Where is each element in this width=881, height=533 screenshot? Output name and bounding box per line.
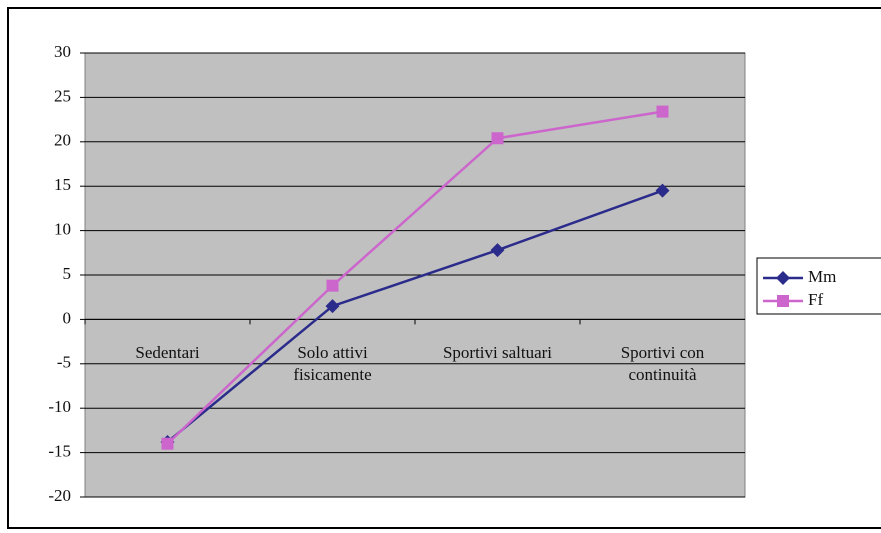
x-tick-label: Sedentari	[135, 343, 200, 363]
y-tick-label: 0	[63, 308, 72, 327]
legend-label: Mm	[808, 267, 836, 286]
x-tick-label: Sportivi saltuari	[442, 343, 553, 363]
point	[655, 183, 670, 198]
y-tick-label: 25	[54, 86, 71, 105]
x-tick-label: Solo attivi fisicamente	[293, 343, 372, 385]
y-tick-label: 20	[54, 131, 71, 150]
y-tick-label: 15	[54, 175, 71, 194]
y-tick-label: 5	[63, 264, 72, 283]
legend-marker	[777, 295, 789, 307]
legend-marker	[776, 271, 790, 285]
y-tick-label: -10	[48, 397, 71, 416]
point	[325, 299, 340, 314]
legend-label: Ff	[808, 290, 823, 309]
point	[161, 437, 174, 450]
point	[490, 243, 505, 258]
point	[326, 279, 339, 292]
y-tick-label: 30	[54, 42, 71, 61]
point	[656, 105, 669, 118]
point	[491, 132, 504, 145]
y-tick-label: -15	[48, 442, 71, 461]
series-line	[166, 189, 663, 443]
y-tick-label: -5	[57, 353, 71, 372]
y-tick-label: -20	[48, 486, 71, 505]
y-tick-label: 10	[54, 220, 71, 239]
x-tick-label: Sportivi con continuità	[620, 343, 705, 385]
series-line	[166, 110, 663, 445]
